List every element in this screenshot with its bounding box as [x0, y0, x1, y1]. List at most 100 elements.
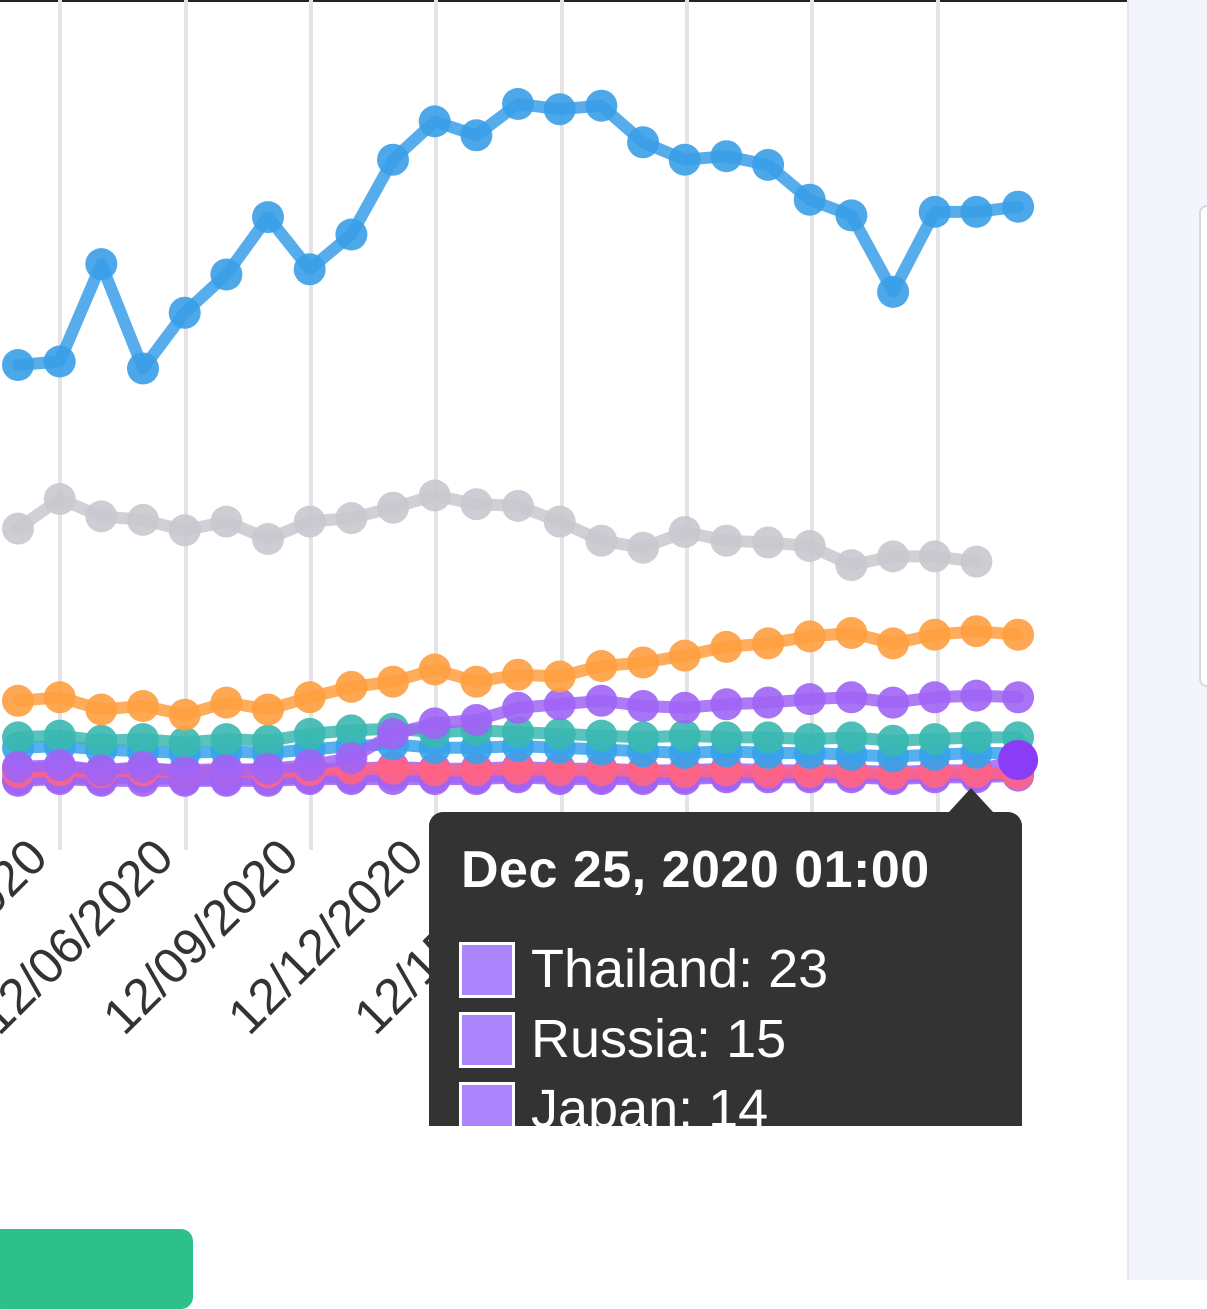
data-point[interactable]: [502, 88, 534, 120]
data-point[interactable]: [377, 491, 409, 524]
data-point[interactable]: [460, 665, 493, 698]
data-point[interactable]: [210, 754, 243, 787]
data-point[interactable]: [85, 248, 118, 281]
data-point[interactable]: [43, 719, 76, 752]
data-point[interactable]: [2, 349, 34, 381]
data-point[interactable]: [252, 752, 284, 785]
data-point[interactable]: [85, 724, 118, 757]
data-point[interactable]: [543, 688, 576, 721]
data-point[interactable]: [85, 500, 118, 533]
data-point[interactable]: [502, 691, 534, 724]
data-point[interactable]: [1002, 190, 1035, 223]
data-point[interactable]: [668, 691, 701, 724]
data-point[interactable]: [960, 615, 993, 648]
data-point[interactable]: [793, 530, 826, 562]
data-point[interactable]: [710, 140, 743, 173]
data-point[interactable]: [460, 704, 493, 736]
data-point[interactable]: [877, 540, 910, 573]
data-point[interactable]: [168, 756, 201, 789]
data-point[interactable]: [335, 502, 368, 535]
data-point[interactable]: [210, 258, 243, 291]
data-point[interactable]: [918, 540, 951, 573]
data-point[interactable]: [835, 681, 868, 714]
data-point[interactable]: [2, 512, 34, 545]
data-point[interactable]: [585, 684, 618, 717]
data-point[interactable]: [293, 717, 326, 750]
data-point[interactable]: [210, 723, 243, 756]
data-point[interactable]: [377, 752, 409, 785]
data-point[interactable]: [627, 690, 660, 722]
data-point[interactable]: [918, 681, 951, 714]
data-point[interactable]: [752, 721, 785, 754]
data-point[interactable]: [127, 750, 159, 783]
data-point[interactable]: [85, 693, 118, 726]
data-point[interactable]: [585, 650, 618, 682]
data-point[interactable]: [710, 524, 743, 557]
data-point[interactable]: [543, 505, 576, 538]
data-point[interactable]: [668, 516, 701, 548]
data-point[interactable]: [335, 742, 368, 775]
data-point[interactable]: [502, 489, 534, 522]
data-point[interactable]: [752, 627, 785, 660]
data-point[interactable]: [127, 723, 159, 756]
data-point[interactable]: [293, 749, 326, 782]
data-point[interactable]: [43, 749, 76, 782]
data-point[interactable]: [335, 670, 368, 703]
data-point[interactable]: [668, 639, 701, 672]
data-point[interactable]: [252, 724, 284, 757]
data-point[interactable]: [293, 253, 326, 286]
data-point[interactable]: [335, 218, 368, 251]
data-point[interactable]: [877, 724, 910, 757]
data-point[interactable]: [252, 523, 284, 555]
data-point[interactable]: [918, 195, 951, 228]
data-point[interactable]: [43, 345, 76, 378]
data-point[interactable]: [168, 698, 201, 731]
data-point[interactable]: [960, 195, 993, 228]
data-point[interactable]: [543, 717, 576, 750]
data-point[interactable]: [127, 690, 159, 722]
data-point[interactable]: [793, 183, 826, 216]
action-button[interactable]: [0, 1229, 193, 1309]
data-point[interactable]: [1002, 618, 1035, 651]
data-point[interactable]: [502, 658, 534, 691]
data-point[interactable]: [210, 505, 243, 538]
data-point[interactable]: [710, 721, 743, 754]
data-point[interactable]: [168, 726, 201, 759]
data-point[interactable]: [835, 549, 868, 582]
data-point[interactable]: [293, 681, 326, 714]
data-point[interactable]: [793, 723, 826, 756]
data-point[interactable]: [210, 686, 243, 719]
data-point[interactable]: [168, 514, 201, 547]
data-point[interactable]: [877, 275, 910, 308]
data-point[interactable]: [752, 526, 785, 559]
data-point[interactable]: [377, 717, 409, 750]
data-point[interactable]: [252, 201, 284, 234]
data-point[interactable]: [668, 719, 701, 752]
data-point[interactable]: [418, 707, 451, 740]
data-point[interactable]: [877, 627, 910, 660]
data-point[interactable]: [460, 754, 493, 787]
data-point[interactable]: [2, 750, 34, 783]
data-point[interactable]: [710, 688, 743, 721]
data-point[interactable]: [835, 721, 868, 754]
data-point[interactable]: [627, 721, 660, 754]
data-point[interactable]: [1002, 681, 1035, 714]
data-point[interactable]: [418, 105, 451, 138]
data-point[interactable]: [627, 531, 660, 564]
data-point[interactable]: [710, 630, 743, 663]
data-point[interactable]: [627, 646, 660, 679]
data-point[interactable]: [627, 126, 660, 159]
data-point[interactable]: [752, 148, 785, 181]
data-point[interactable]: [502, 752, 534, 785]
data-point[interactable]: [668, 143, 701, 176]
data-point[interactable]: [43, 483, 76, 515]
data-point[interactable]: [960, 721, 993, 754]
data-point[interactable]: [918, 723, 951, 756]
data-point[interactable]: [543, 660, 576, 693]
data-point[interactable]: [293, 505, 326, 538]
data-point[interactable]: [960, 679, 993, 712]
data-point[interactable]: [502, 716, 534, 749]
data-point[interactable]: [585, 719, 618, 752]
data-point[interactable]: [543, 754, 576, 787]
data-point[interactable]: [585, 89, 618, 122]
